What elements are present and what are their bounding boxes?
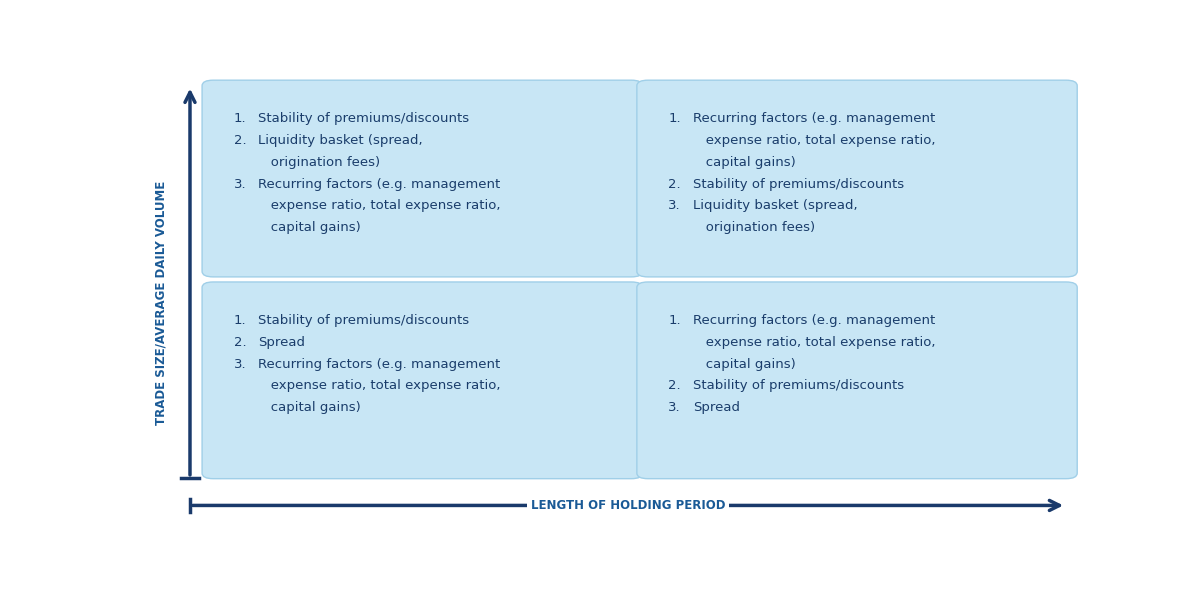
Text: Liquidity basket (spread,: Liquidity basket (spread,	[258, 134, 422, 147]
Text: Stability of premiums/discounts: Stability of premiums/discounts	[258, 113, 469, 125]
FancyBboxPatch shape	[202, 282, 642, 479]
Text: capital gains): capital gains)	[258, 221, 361, 234]
Text: 3.: 3.	[668, 401, 682, 414]
Text: Recurring factors (e.g. management: Recurring factors (e.g. management	[692, 314, 935, 327]
Text: 1.: 1.	[668, 314, 682, 327]
Text: Spread: Spread	[692, 401, 739, 414]
FancyBboxPatch shape	[202, 80, 642, 277]
Text: Stability of premiums/discounts: Stability of premiums/discounts	[258, 314, 469, 327]
Text: expense ratio, total expense ratio,: expense ratio, total expense ratio,	[692, 336, 935, 349]
Text: 3.: 3.	[668, 199, 682, 212]
FancyBboxPatch shape	[637, 80, 1078, 277]
Text: capital gains): capital gains)	[692, 156, 796, 169]
Text: Recurring factors (e.g. management: Recurring factors (e.g. management	[258, 177, 500, 190]
Text: expense ratio, total expense ratio,: expense ratio, total expense ratio,	[258, 379, 500, 392]
FancyBboxPatch shape	[637, 282, 1078, 479]
Text: expense ratio, total expense ratio,: expense ratio, total expense ratio,	[258, 199, 500, 212]
Text: 1.: 1.	[668, 113, 682, 125]
Text: 2.: 2.	[668, 379, 682, 392]
Text: origination fees): origination fees)	[692, 221, 815, 234]
Text: capital gains): capital gains)	[258, 401, 361, 414]
Text: 2.: 2.	[668, 177, 682, 190]
Text: Recurring factors (e.g. management: Recurring factors (e.g. management	[692, 113, 935, 125]
Text: Spread: Spread	[258, 336, 305, 349]
Text: 2.: 2.	[234, 134, 246, 147]
Text: Recurring factors (e.g. management: Recurring factors (e.g. management	[258, 358, 500, 371]
Text: 1.: 1.	[234, 113, 246, 125]
Text: capital gains): capital gains)	[692, 358, 796, 371]
Text: LENGTH OF HOLDING PERIOD: LENGTH OF HOLDING PERIOD	[530, 499, 725, 512]
Text: origination fees): origination fees)	[258, 156, 380, 169]
Text: Stability of premiums/discounts: Stability of premiums/discounts	[692, 177, 904, 190]
Text: 3.: 3.	[234, 358, 246, 371]
Text: Stability of premiums/discounts: Stability of premiums/discounts	[692, 379, 904, 392]
Text: 2.: 2.	[234, 336, 246, 349]
Text: 1.: 1.	[234, 314, 246, 327]
Text: expense ratio, total expense ratio,: expense ratio, total expense ratio,	[692, 134, 935, 147]
Text: Liquidity basket (spread,: Liquidity basket (spread,	[692, 199, 857, 212]
Text: TRADE SIZE/AVERAGE DAILY VOLUME: TRADE SIZE/AVERAGE DAILY VOLUME	[155, 180, 168, 425]
Text: 3.: 3.	[234, 177, 246, 190]
